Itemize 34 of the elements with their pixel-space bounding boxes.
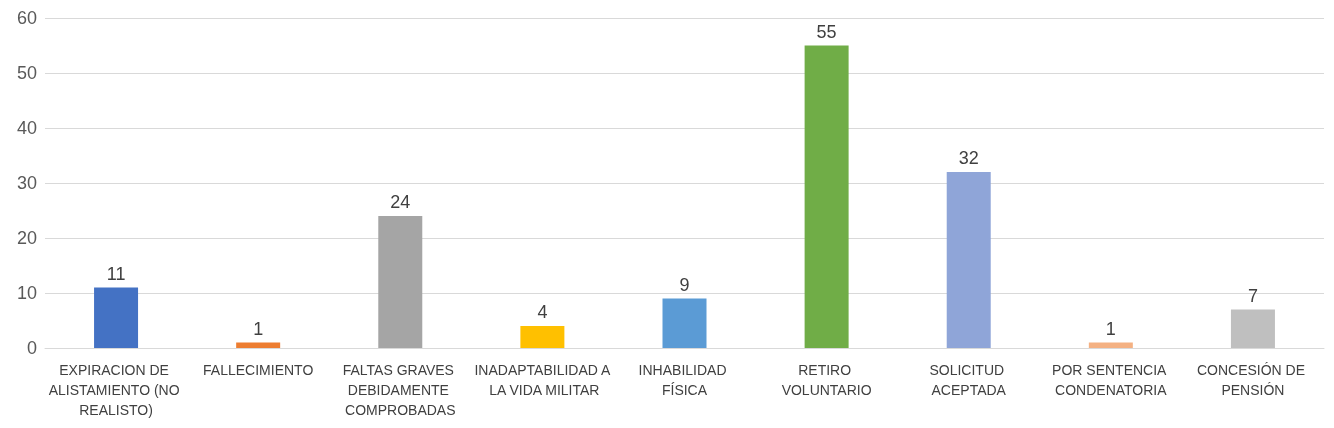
data-label: 9	[679, 274, 690, 295]
bar	[662, 298, 707, 348]
bar	[1088, 342, 1133, 348]
data-label: 32	[958, 148, 979, 168]
y-tick-label: 10	[16, 283, 37, 303]
bar	[804, 45, 849, 348]
bar	[946, 172, 991, 348]
bar	[1230, 309, 1275, 348]
x-tick-label: CONCESIÓN DE PENSIÓN	[1196, 362, 1309, 398]
y-tick-label: 0	[26, 338, 37, 358]
x-tick-label: SOLICITUD ACEPTADA	[929, 362, 1009, 398]
data-label: 55	[816, 21, 837, 42]
x-tick-label: EXPIRACION DE ALISTAMIENTO (NO REALISTO)	[48, 362, 184, 418]
bar	[378, 216, 423, 348]
x-tick-label: INADAPTABILIDAD A LA VIDA MILITAR	[474, 362, 611, 398]
data-label: 4	[537, 302, 548, 322]
y-tick-label: 40	[16, 118, 37, 138]
x-tick-label: POR SENTENCIA CONDENATORIA	[1052, 362, 1170, 398]
bar	[520, 326, 565, 348]
data-label: 24	[390, 192, 411, 212]
x-tick-label: FALTAS GRAVES DEBIDAMENTE COMPROBADAS	[342, 362, 458, 418]
y-tick-label: 60	[16, 8, 37, 28]
data-label: 1	[253, 318, 264, 339]
y-tick-label: 20	[16, 228, 37, 248]
x-tick-label: FALLECIMIENTO	[203, 362, 314, 378]
x-tick-label: INHABILIDAD FÍSICA	[638, 362, 731, 398]
data-label: 11	[106, 263, 126, 284]
x-tick-label: RETIRO VOLUNTARIO	[781, 362, 872, 398]
y-tick-label: 30	[16, 173, 37, 193]
y-tick-label: 50	[16, 63, 37, 83]
bar	[94, 287, 139, 348]
data-label: 1	[1105, 318, 1116, 339]
bar	[236, 342, 281, 348]
data-label: 7	[1247, 285, 1258, 306]
